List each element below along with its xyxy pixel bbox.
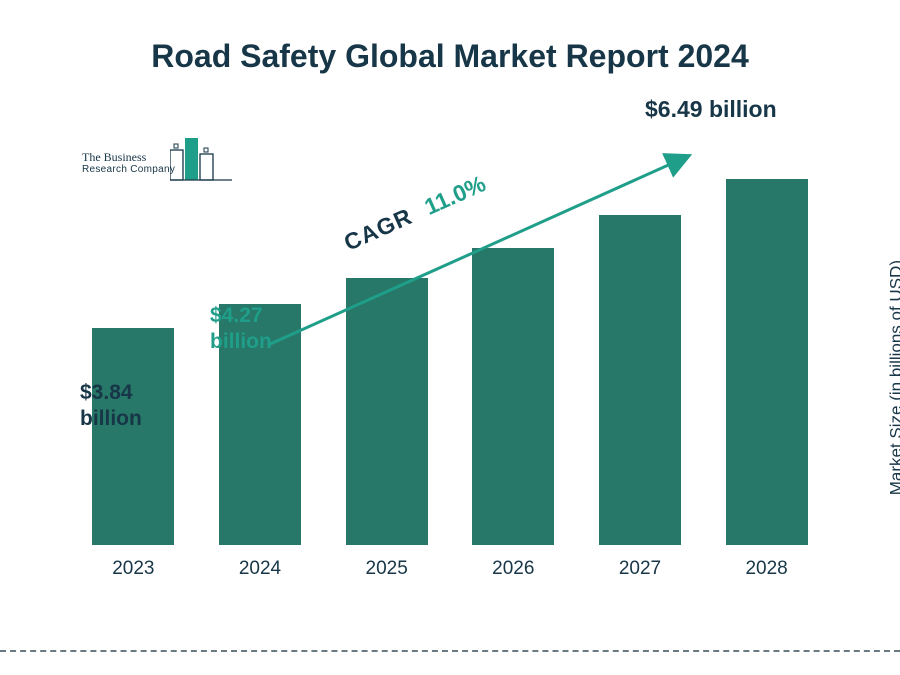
x-axis-label: 2028 bbox=[712, 558, 822, 580]
bar-group bbox=[78, 328, 188, 545]
bar-group bbox=[332, 278, 442, 545]
bar bbox=[726, 179, 808, 545]
bar bbox=[599, 215, 681, 545]
page-title: Road Safety Global Market Report 2024 bbox=[0, 38, 900, 75]
callout-2023-unit: billion bbox=[80, 406, 142, 432]
value-callout-2028: $6.49 billion bbox=[645, 95, 777, 124]
bar bbox=[92, 328, 174, 545]
bar bbox=[346, 278, 428, 545]
x-axis-label: 2024 bbox=[205, 558, 315, 580]
value-callout-2023: $3.84 billion bbox=[80, 380, 142, 433]
x-axis-label: 2026 bbox=[458, 558, 568, 580]
bar-group bbox=[712, 179, 822, 545]
bar-group bbox=[585, 215, 695, 545]
callout-2024-unit: billion bbox=[210, 329, 272, 355]
y-axis-label: Market Size (in billions of USD) bbox=[886, 260, 900, 495]
x-axis-label: 2025 bbox=[332, 558, 442, 580]
value-callout-2024: $4.27 billion bbox=[210, 303, 272, 356]
x-axis-label: 2023 bbox=[78, 558, 188, 580]
bar bbox=[472, 248, 554, 545]
xlabels-row: 2023 2024 2025 2026 2027 2028 bbox=[70, 558, 830, 580]
callout-2023-value: $3.84 bbox=[80, 380, 142, 406]
baseline-dash bbox=[0, 650, 900, 652]
bar-group bbox=[458, 248, 568, 545]
x-axis-label: 2027 bbox=[585, 558, 695, 580]
callout-2024-value: $4.27 bbox=[210, 303, 272, 329]
